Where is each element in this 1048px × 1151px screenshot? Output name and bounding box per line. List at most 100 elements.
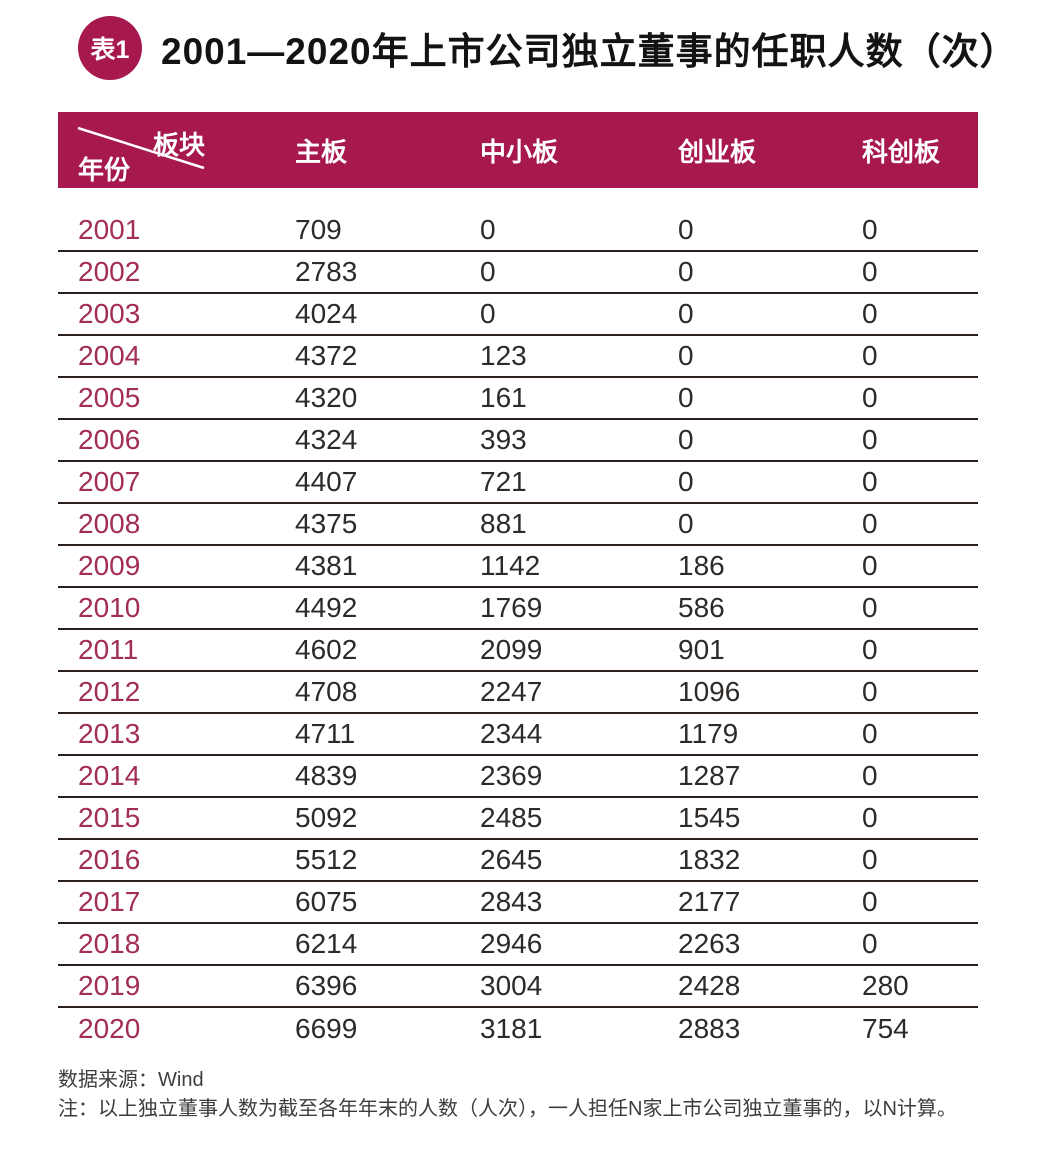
table-body: 2001 709 0 0 0 2002 2783 0 0 0 2003 4024… bbox=[58, 188, 978, 1050]
cell-year: 2015 bbox=[78, 802, 141, 833]
cell-sme-board: 881 bbox=[480, 508, 527, 539]
cell-star-board: 0 bbox=[862, 886, 878, 917]
cell-sme-board: 2344 bbox=[480, 718, 543, 749]
cell-star-board: 0 bbox=[862, 550, 878, 581]
cell-sme-board: 2946 bbox=[480, 928, 543, 959]
cell-gem-board: 1832 bbox=[678, 844, 741, 875]
cell-gem-board: 1287 bbox=[678, 760, 741, 791]
cell-main-board: 4324 bbox=[295, 424, 358, 455]
cell-gem-board: 0 bbox=[678, 424, 694, 455]
cell-sme-board: 2645 bbox=[480, 844, 543, 875]
cell-year: 2003 bbox=[78, 298, 141, 329]
cell-year: 2014 bbox=[78, 760, 141, 791]
cell-main-board: 5092 bbox=[295, 802, 358, 833]
cell-sme-board: 2099 bbox=[480, 634, 543, 665]
cell-sme-board: 2843 bbox=[480, 886, 543, 917]
cell-star-board: 280 bbox=[862, 970, 909, 1001]
cell-sme-board: 0 bbox=[480, 298, 496, 329]
cell-gem-board: 0 bbox=[678, 340, 694, 371]
cell-gem-board: 1179 bbox=[678, 718, 739, 749]
column-header-star-board: 科创板 bbox=[862, 136, 941, 167]
cell-sme-board: 1769 bbox=[480, 592, 543, 623]
data-table: 板块 年份 主板 中小板 创业板 科创板 2001 709 0 0 0 2002… bbox=[58, 112, 978, 1050]
cell-main-board: 4711 bbox=[295, 718, 356, 749]
cell-gem-board: 2177 bbox=[678, 886, 741, 917]
cell-star-board: 0 bbox=[862, 928, 878, 959]
cell-year: 2006 bbox=[78, 424, 141, 455]
cell-star-board: 0 bbox=[862, 676, 878, 707]
cell-star-board: 0 bbox=[862, 844, 878, 875]
cell-year: 2016 bbox=[78, 844, 141, 875]
table-row: 2001 709 0 0 0 bbox=[58, 210, 978, 252]
cell-sme-board: 721 bbox=[480, 466, 527, 497]
cell-star-board: 0 bbox=[862, 718, 878, 749]
cell-gem-board: 0 bbox=[678, 466, 694, 497]
cell-year: 2011 bbox=[78, 634, 139, 665]
cell-year: 2002 bbox=[78, 256, 141, 287]
cell-main-board: 6214 bbox=[295, 928, 358, 959]
table-title-row: 表1 2001—2020年上市公司独立董事的任职人数（次） bbox=[78, 16, 1018, 80]
cell-sme-board: 2369 bbox=[480, 760, 543, 791]
cell-sme-board: 0 bbox=[480, 256, 496, 287]
cell-year: 2004 bbox=[78, 340, 141, 371]
cell-main-board: 4492 bbox=[295, 592, 358, 623]
cell-sme-board: 3004 bbox=[480, 970, 543, 1001]
cell-gem-board: 586 bbox=[678, 592, 725, 623]
cell-sme-board: 123 bbox=[480, 340, 527, 371]
cell-main-board: 4320 bbox=[295, 382, 358, 413]
table-row: 2019 6396 3004 2428 280 bbox=[58, 966, 978, 1008]
cell-star-board: 0 bbox=[862, 424, 878, 455]
cell-year: 2017 bbox=[78, 886, 141, 917]
table-row: 2005 4320 161 0 0 bbox=[58, 378, 978, 420]
column-header-gem-board: 创业板 bbox=[678, 136, 757, 167]
cell-main-board: 4381 bbox=[295, 550, 358, 581]
cell-star-board: 0 bbox=[862, 256, 878, 287]
cell-gem-board: 186 bbox=[678, 550, 725, 581]
cell-star-board: 0 bbox=[862, 382, 878, 413]
cell-main-board: 6075 bbox=[295, 886, 358, 917]
cell-year: 2007 bbox=[78, 466, 141, 497]
cell-sme-board: 1142 bbox=[480, 550, 541, 581]
table-title: 2001—2020年上市公司独立董事的任职人数（次） bbox=[161, 31, 1018, 72]
table-row: 2018 6214 2946 2263 0 bbox=[58, 924, 978, 966]
cell-year: 2019 bbox=[78, 970, 141, 1001]
cell-star-board: 0 bbox=[862, 508, 878, 539]
cell-main-board: 4708 bbox=[295, 676, 358, 707]
cell-main-board: 4839 bbox=[295, 760, 358, 791]
cell-sme-board: 2247 bbox=[480, 676, 543, 707]
table-header-row: 板块 年份 主板 中小板 创业板 科创板 bbox=[58, 112, 978, 188]
corner-header-cell: 板块 年份 bbox=[58, 112, 295, 188]
cell-year: 2008 bbox=[78, 508, 141, 539]
table-row: 2006 4324 393 0 0 bbox=[58, 420, 978, 462]
cell-year: 2001 bbox=[78, 214, 141, 245]
table-row: 2012 4708 2247 1096 0 bbox=[58, 672, 978, 714]
cell-year: 2012 bbox=[78, 676, 141, 707]
cell-year: 2010 bbox=[78, 592, 141, 623]
table-row: 2011 4602 2099 901 0 bbox=[58, 630, 978, 672]
cell-star-board: 0 bbox=[862, 592, 878, 623]
cell-sme-board: 3181 bbox=[480, 1013, 543, 1044]
table-footer: 数据来源：Wind 注：以上独立董事人数为截至各年年末的人数（人次），一人担任N… bbox=[58, 1066, 957, 1124]
cell-gem-board: 0 bbox=[678, 214, 694, 245]
cell-main-board: 4024 bbox=[295, 298, 358, 329]
cell-gem-board: 1096 bbox=[678, 676, 741, 707]
table-number-badge: 表1 bbox=[78, 16, 142, 80]
cell-sme-board: 393 bbox=[480, 424, 527, 455]
cell-star-board: 0 bbox=[862, 214, 878, 245]
cell-gem-board: 2428 bbox=[678, 970, 741, 1001]
cell-main-board: 4407 bbox=[295, 466, 358, 497]
cell-main-board: 5512 bbox=[295, 844, 358, 875]
cell-gem-board: 0 bbox=[678, 508, 694, 539]
table-row: 2014 4839 2369 1287 0 bbox=[58, 756, 978, 798]
cell-main-board: 4602 bbox=[295, 634, 358, 665]
cell-main-board: 4375 bbox=[295, 508, 358, 539]
data-source-note: 数据来源：Wind bbox=[58, 1069, 204, 1091]
cell-main-board: 6396 bbox=[295, 970, 358, 1001]
cell-main-board: 4372 bbox=[295, 340, 358, 371]
table-row: 2004 4372 123 0 0 bbox=[58, 336, 978, 378]
column-header-sme-board: 中小板 bbox=[480, 136, 559, 167]
cell-gem-board: 1545 bbox=[678, 802, 741, 833]
cell-sme-board: 2485 bbox=[480, 802, 543, 833]
cell-gem-board: 2263 bbox=[678, 928, 741, 959]
cell-star-board: 754 bbox=[862, 1013, 909, 1044]
